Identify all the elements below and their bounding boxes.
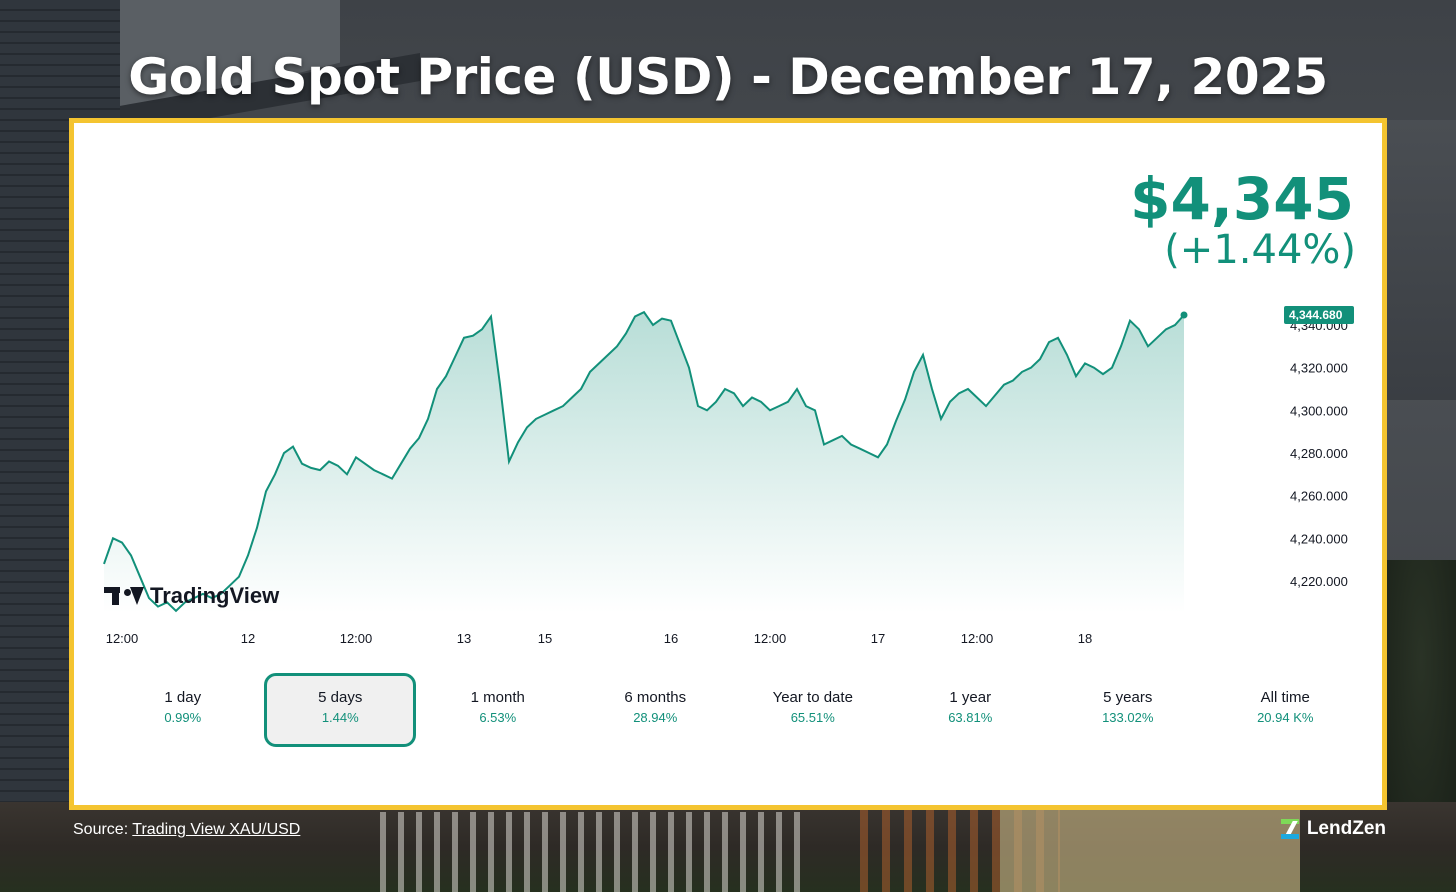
y-tick-label: 4,300.000 [1290,403,1348,418]
period-tab-all-time[interactable]: All time 20.94 K% [1209,673,1361,747]
series-line [103,310,1185,613]
period-tab-1-year[interactable]: 1 year 63.81% [894,673,1046,747]
y-tick-label: 4,220.000 [1290,574,1348,589]
x-axis: 12:00 12 12:00 13 15 16 12:00 17 12:00 18 [106,631,1093,646]
period-change: 6.53% [479,710,517,725]
brand-name: LendZen [1306,818,1386,839]
period-label: 1 year [949,689,992,706]
period-change: 20.94 K% [1257,710,1314,725]
y-tick-label: 4,260.000 [1290,489,1348,504]
period-selector: 1 day 0.99% 5 days 1.44% 1 month 6.53% 6 month… [104,673,1364,753]
series-area [104,312,1184,613]
period-label: 1 month [470,689,525,706]
lendzen-z-icon [1279,818,1301,840]
chart-panel: 4,220.000 4,240.000 4,260.000 4,280.000 4,30… [69,118,1387,810]
last-point-marker [1180,311,1188,319]
house-window [1384,120,1456,400]
current-price: $4,345 [1130,165,1354,233]
period-change: 133.02% [1102,710,1154,725]
period-tab-1-day[interactable]: 1 day 0.99% [107,673,259,747]
x-tick-label: 12:00 [340,631,373,646]
last-price-text: 4,344.680 [1289,308,1343,322]
fence [380,812,800,892]
brand-logo: LendZen [1279,818,1386,840]
x-tick-label: 17 [871,631,885,646]
period-label: 5 days [318,689,363,706]
x-tick-label: 15 [538,631,552,646]
period-tab-6-months[interactable]: 6 months 28.94% [579,673,731,747]
source-prefix: Source: [73,821,129,838]
source-link[interactable]: Trading View XAU/USD [132,821,301,838]
y-tick-label: 4,240.000 [1290,531,1348,546]
neighbor-house [1000,808,1300,892]
x-tick-label: 12:00 [961,631,994,646]
period-tab-5-days[interactable]: 5 days 1.44% [264,673,417,747]
period-label: 5 years [1103,689,1153,706]
x-tick-label: 18 [1078,631,1092,646]
last-price-badge: 4,344.680 [1284,306,1354,325]
period-label: 6 months [624,689,687,706]
tradingview-logo-icon [104,585,144,607]
price-chart[interactable]: 4,220.000 4,240.000 4,260.000 4,280.000 4,30… [74,123,1382,663]
page-title: Gold Spot Price (USD) - December 17, 202… [128,48,1328,106]
period-change: 65.51% [790,710,835,725]
tradingview-logo-text: TradingView [150,583,280,608]
tradingview-logo: TradingView [104,583,279,609]
price-change: (+1.44%) [1164,227,1356,273]
x-tick-label: 12:00 [106,631,139,646]
y-tick-label: 4,320.000 [1290,361,1348,376]
period-tab-year-to-date[interactable]: Year to date 65.51% [737,673,889,747]
period-label: 1 day [164,689,202,706]
x-tick-label: 12:00 [754,631,787,646]
y-tick-label: 4,280.000 [1290,446,1348,461]
x-tick-label: 13 [457,631,471,646]
period-change: 28.94% [633,710,678,725]
period-label: Year to date [772,689,853,706]
period-label: All time [1260,689,1310,706]
y-axis: 4,220.000 4,240.000 4,260.000 4,280.000 4,30… [1290,318,1348,589]
source-note: Source: Trading View XAU/USD [73,821,300,839]
x-tick-label: 16 [664,631,678,646]
period-change: 63.81% [948,710,993,725]
period-tab-5-years[interactable]: 5 years 133.02% [1052,673,1204,747]
x-tick-label: 12 [241,631,255,646]
period-change: 1.44% [321,710,359,725]
period-change: 0.99% [164,710,202,725]
period-tab-1-month[interactable]: 1 month 6.53% [422,673,574,747]
